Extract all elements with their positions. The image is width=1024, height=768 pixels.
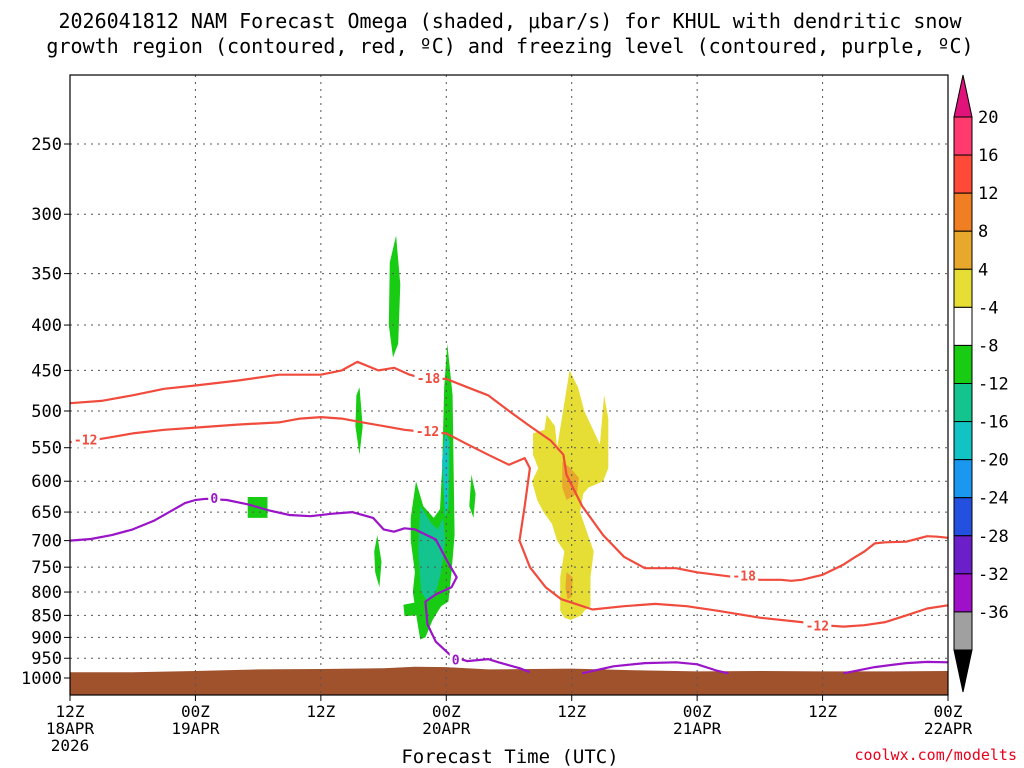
y-tick-label-250: 250	[31, 135, 62, 155]
colorbar-segment-11	[953, 535, 973, 575]
omega-region--4-6	[469, 474, 476, 518]
y-tick-label-950: 950	[31, 649, 62, 669]
x-tick-label-60-0: 00Z	[683, 702, 712, 721]
x-tick-label-0-0: 12Z	[56, 702, 85, 721]
pressure-axis: 2503003504004505005506006507007508008509…	[21, 135, 70, 689]
contour-label-bg-extra-0	[730, 568, 759, 584]
y-tick-label-550: 550	[31, 439, 62, 459]
y-tick-label-650: 650	[31, 503, 62, 523]
chart-title-line-1: 2026041812 NAM Forecast Omega (shaded, μ…	[58, 9, 962, 33]
terrain-fill	[70, 666, 948, 695]
colorbar-label-5: -4	[978, 298, 998, 318]
contour-label-bg-extra-1	[71, 432, 100, 448]
contour-label-dgz-bottom-12: -12	[416, 425, 439, 440]
contour-label-extra-dgz-bottom-12-1: -12	[74, 434, 97, 449]
omega-shading	[247, 235, 609, 640]
contour-label-bg-dgz-bottom-12	[413, 423, 442, 439]
contour-label-dgz-top-18: -18	[417, 372, 441, 387]
colorbar-segment-3	[953, 230, 973, 270]
y-tick-label-1000: 1000	[21, 669, 62, 689]
contour-dgz-top-18	[69, 360, 949, 582]
colorbar-label-9: -20	[978, 451, 1009, 471]
omega-region--12-8	[442, 433, 450, 518]
contour-freezing-level-0b	[581, 661, 729, 675]
y-tick-label-400: 400	[31, 316, 62, 336]
contour-label-bg-dgz-top-18	[414, 370, 443, 386]
x-tick-label-72-0: 12Z	[808, 702, 837, 721]
x-tick-label-12-1: 19APR	[171, 719, 220, 738]
colorbar-segment-6	[953, 344, 973, 384]
x-tick-label-36-1: 20APR	[422, 719, 471, 738]
colorbar-label-12: -32	[978, 565, 1009, 585]
contour-label-extra-dgz-bottom-12-2: -12	[806, 620, 829, 635]
colorbar-top-arrow	[953, 74, 973, 118]
x-axis-label: Forecast Time (UTC)	[401, 746, 618, 768]
x-tick-label-84-0: 00Z	[934, 702, 963, 721]
colorbar-label-0: 20	[978, 108, 998, 128]
contour-freezing-level-0c	[843, 660, 949, 675]
site-credit: coolwx.com/modelts	[854, 746, 1017, 764]
colorbar-segment-10	[953, 497, 973, 537]
x-tick-label-48-0: 12Z	[557, 702, 586, 721]
y-tick-label-450: 450	[31, 361, 62, 381]
colorbar-segment-12	[953, 573, 973, 613]
y-tick-label-700: 700	[31, 532, 62, 552]
chart-title-line-2: growth region (contoured, red, ºC) and f…	[46, 34, 973, 58]
x-tick-label-0-1: 18APR	[46, 719, 95, 738]
contour-dgz-bottom-12	[69, 416, 949, 628]
colorbar-segment-5	[953, 306, 973, 346]
colorbar-segment-0	[953, 116, 973, 156]
colorbar-segment-1	[953, 154, 973, 194]
colorbar-label-3: 8	[978, 222, 988, 242]
y-tick-label-500: 500	[31, 402, 62, 422]
contour-label-bg-freezing-level-0	[208, 490, 221, 506]
terrain-surface	[70, 666, 948, 695]
x-tick-label-36-0: 00Z	[432, 702, 461, 721]
contour-labels: -18 -12 0 -18 -12 -12 0	[71, 370, 832, 668]
x-tick-label-0-2: 2026	[51, 736, 90, 755]
x-tick-label-60-1: 21APR	[673, 719, 722, 738]
y-tick-label-800: 800	[31, 583, 62, 603]
contour-label-freezing-level-0: 0	[210, 492, 218, 507]
contour-label-bg-extra-2	[803, 618, 832, 634]
contour-freezing-level-0	[69, 497, 531, 674]
x-tick-label-84-1: 22APR	[924, 719, 973, 738]
colorbar-label-1: 16	[978, 146, 998, 166]
colorbar-label-13: -36	[978, 603, 1009, 623]
colorbar-bottom-arrow	[953, 649, 973, 693]
y-tick-label-850: 850	[31, 606, 62, 626]
colorbar-segment-13	[953, 611, 973, 651]
colorbar-segment-7	[953, 383, 973, 423]
colorbar-label-8: -16	[978, 413, 1009, 433]
contour-label-bg-extra-3	[449, 652, 462, 668]
y-tick-label-300: 300	[31, 205, 62, 225]
omega-region--4-5	[403, 602, 417, 617]
omega-colorbar: 20 16 12 8 4 -4 -8 -12 -16 -20 -24 -28 -32 -36	[953, 74, 1009, 693]
colorbar-label-7: -12	[978, 375, 1009, 395]
colorbar-segment-2	[953, 192, 973, 232]
omega-region--8-7	[418, 506, 446, 602]
y-tick-label-600: 600	[31, 472, 62, 492]
x-tick-label-12-0: 00Z	[181, 702, 210, 721]
colorbar-label-6: -8	[978, 336, 998, 356]
colorbar-segment-9	[953, 459, 973, 499]
contour-label-extra-freezing-level-0-3: 0	[452, 653, 460, 668]
omega-region--4-0	[388, 235, 401, 358]
omega-region--4-3	[374, 535, 382, 588]
colorbar-label-11: -28	[978, 527, 1009, 547]
colorbar-segment-8	[953, 421, 973, 461]
colorbar-label-10: -24	[978, 489, 1009, 509]
colorbar-segment-4	[953, 268, 973, 308]
y-tick-label-350: 350	[31, 265, 62, 285]
colorbar-label-4: 4	[978, 260, 988, 280]
colorbar-label-2: 12	[978, 184, 998, 204]
y-tick-label-750: 750	[31, 558, 62, 578]
plot-frame	[69, 74, 949, 696]
contour-label-extra-dgz-top-18-0: -18	[732, 569, 756, 584]
x-tick-label-24-0: 12Z	[306, 702, 335, 721]
y-tick-label-900: 900	[31, 628, 62, 648]
